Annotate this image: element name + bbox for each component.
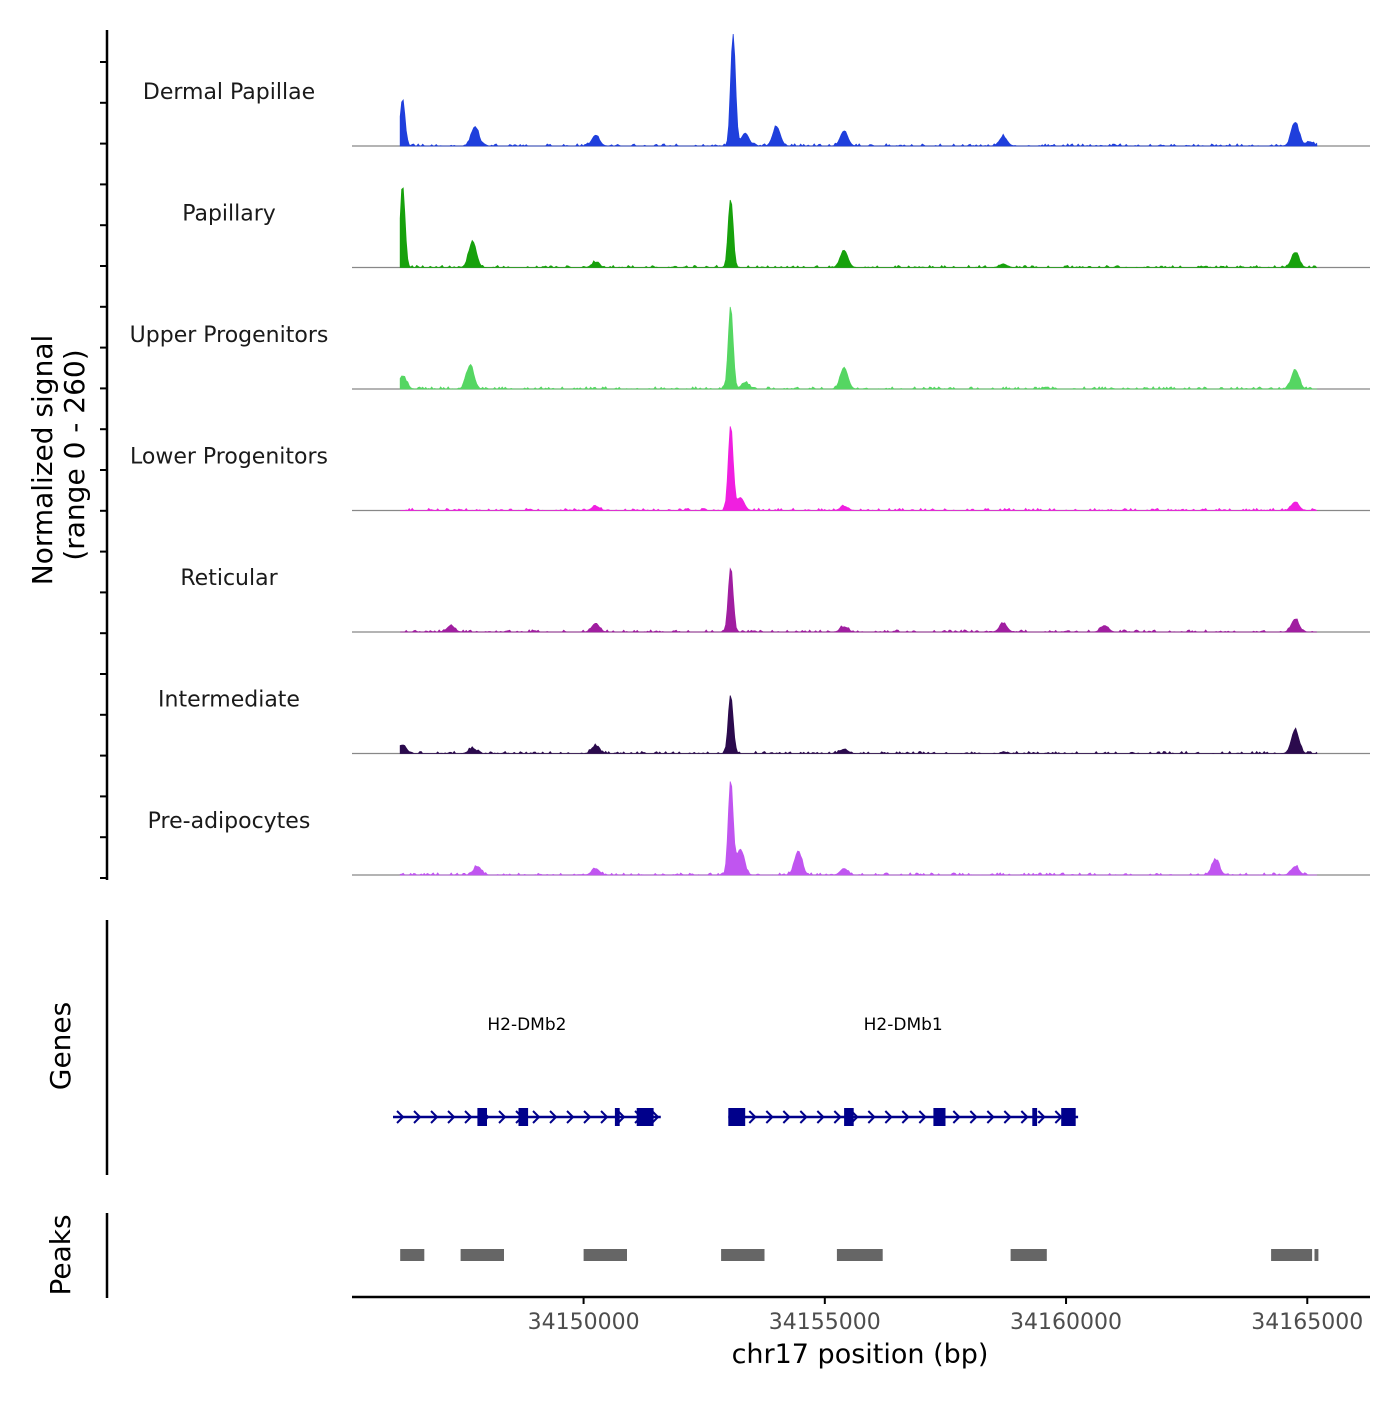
genes-axis-label: Genes	[44, 1002, 77, 1090]
y-axis-label-line2: (range 0 - 260)	[58, 349, 91, 560]
gene-exon	[636, 1108, 654, 1126]
track-label: Reticular	[180, 566, 278, 591]
strand-arrow-icon	[549, 1110, 558, 1124]
strand-arrow-icon	[583, 1110, 592, 1124]
strand-arrow-icon	[464, 1110, 473, 1124]
track-label: Lower Progenitors	[130, 445, 328, 470]
track-label: Intermediate	[158, 688, 300, 713]
strand-arrow-icon	[867, 1110, 876, 1124]
strand-arrow-icon	[969, 1110, 978, 1124]
strand-arrow-icon	[532, 1110, 541, 1124]
coverage-area	[400, 426, 1317, 512]
x-axis-title: chr17 position (bp)	[732, 1339, 989, 1370]
strand-arrow-icon	[833, 1110, 842, 1124]
gene-exon	[728, 1108, 746, 1126]
x-tick-label: 34160000	[1010, 1310, 1122, 1335]
coverage-area	[399, 187, 1317, 269]
coverage-track: Dermal Papillae	[143, 33, 1370, 147]
peak-region	[836, 1249, 883, 1261]
gene-exon	[1032, 1108, 1038, 1126]
coverage-y-ticks	[100, 61, 107, 879]
strand-arrow-icon	[901, 1110, 910, 1124]
gene-exon	[844, 1108, 854, 1126]
strand-arrow-icon	[498, 1110, 507, 1124]
strand-arrow-icon	[617, 1110, 626, 1124]
strand-arrow-icon	[1020, 1110, 1029, 1124]
gene-exon	[1061, 1108, 1076, 1126]
track-label: Upper Progenitors	[130, 323, 329, 348]
peaks-axis-label: Peaks	[44, 1214, 77, 1295]
coverage-track: Pre-adipocytes	[148, 781, 1370, 876]
strand-arrow-icon	[918, 1110, 927, 1124]
peak-region	[721, 1249, 765, 1261]
strand-arrow-icon	[566, 1110, 575, 1124]
y-axis-label-line1: Normalized signal	[26, 335, 59, 586]
peak-region	[583, 1249, 627, 1261]
gene-exon	[477, 1108, 487, 1126]
coverage-track: Intermediate	[158, 688, 1370, 755]
coverage-track: Papillary	[182, 187, 1370, 269]
strand-arrow-icon	[748, 1110, 757, 1124]
coverage-tracks: Dermal Papillae Papillary Upper Progenitor…	[130, 33, 1370, 876]
strand-arrow-icon	[447, 1110, 456, 1124]
peak-region-track	[400, 1249, 1319, 1261]
coverage-area	[399, 306, 1317, 390]
gene-model: H2-DMb1	[728, 1015, 1079, 1126]
strand-arrow-icon	[816, 1110, 825, 1124]
track-label: Dermal Papillae	[143, 80, 315, 105]
coverage-area	[399, 695, 1318, 755]
coverage-track: Upper Progenitors	[130, 306, 1370, 390]
track-label: Pre-adipocytes	[148, 809, 311, 834]
strand-arrow-icon	[782, 1110, 791, 1124]
peak-region	[460, 1249, 504, 1261]
gene-label: H2-DMb1	[864, 1015, 943, 1035]
gene-exon	[518, 1108, 529, 1126]
strand-arrow-icon	[396, 1110, 405, 1124]
peak-region	[1314, 1249, 1319, 1261]
x-axis-ticks: 34150000 34155000 34160000 34165000	[528, 1297, 1363, 1335]
strand-arrow-icon	[986, 1110, 995, 1124]
peak-region	[1271, 1249, 1313, 1261]
peak-region	[400, 1249, 425, 1261]
strand-arrow-icon	[1037, 1110, 1046, 1124]
strand-arrow-icon	[413, 1110, 422, 1124]
strand-arrow-icon	[799, 1110, 808, 1124]
strand-arrow-icon	[765, 1110, 774, 1124]
gene-exon	[933, 1108, 946, 1126]
gene-model: H2-DMb2	[393, 1015, 661, 1126]
strand-arrow-icon	[952, 1110, 961, 1124]
gene-label: H2-DMb2	[487, 1015, 566, 1035]
strand-arrow-icon	[1003, 1110, 1012, 1124]
coverage-area	[400, 567, 1317, 633]
strand-arrow-icon	[651, 1110, 660, 1124]
coverage-area	[399, 33, 1318, 147]
gene-annotation-track: H2-DMb2 H2-DMb1	[393, 1015, 1079, 1126]
x-tick-label: 34155000	[769, 1310, 881, 1335]
strand-arrow-icon	[600, 1110, 609, 1124]
coverage-track: Lower Progenitors	[130, 426, 1370, 512]
strand-arrow-icon	[430, 1110, 439, 1124]
x-tick-label: 34150000	[528, 1310, 640, 1335]
coverage-track: Reticular	[180, 566, 1370, 633]
track-label: Papillary	[182, 202, 276, 227]
peak-region	[1010, 1249, 1047, 1261]
strand-arrow-icon	[884, 1110, 893, 1124]
x-tick-label: 34165000	[1251, 1310, 1363, 1335]
coverage-area	[399, 781, 1317, 876]
gene-exon	[614, 1108, 620, 1126]
